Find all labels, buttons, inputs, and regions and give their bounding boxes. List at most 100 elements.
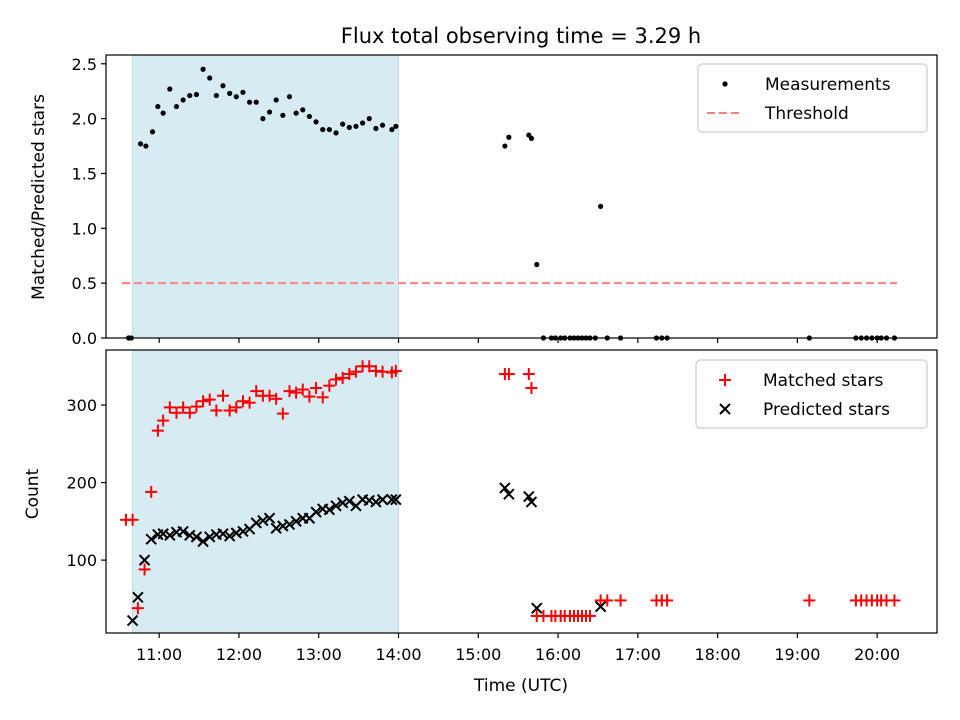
y-tick-label: 0.5 [72,274,97,293]
point-measurements [502,143,508,149]
point-matched-stars [323,379,336,392]
point-matched-stars [230,401,243,414]
point-predicted-stars [525,496,538,508]
x-tick: 13:00 [296,633,342,664]
point-measurements [207,75,213,81]
point-measurements [333,130,339,136]
point-measurements [233,94,239,100]
x-tick-label: 11:00 [136,645,182,664]
point-measurements [220,83,226,89]
point-matched-stars [263,389,276,402]
point-matched-stars [190,400,203,413]
point-predicted-stars [330,500,342,512]
point-matched-stars [363,360,376,373]
y-tick: 0.5 [72,274,106,293]
point-matched-stars [303,390,316,403]
point-measurements [389,126,395,133]
point-matched-stars [138,563,151,576]
point-measurements [137,141,144,147]
y-tick-label: 100 [66,551,97,570]
x-tick: 16:00 [535,633,581,664]
legend-marker-matched [719,374,731,386]
chart-title: Flux total observing time = 3.29 h [341,24,701,48]
point-matched-stars [601,594,614,607]
point-predicted-stars [132,591,144,604]
point-measurements [353,123,359,129]
point-measurements [180,97,186,103]
point-matched-stars [126,513,139,526]
point-matched-stars [170,406,183,419]
point-measurements [598,203,604,209]
point-measurements [160,110,166,116]
point-measurements [193,91,200,98]
point-matched-stars [330,373,343,386]
point-predicted-stars [503,488,515,500]
x-tick-label: 16:00 [535,645,581,664]
point-measurements [293,110,299,116]
point-predicted-stars [277,520,289,532]
x-tick: 11:00 [136,633,182,664]
point-predicted-stars [390,493,402,506]
point-measurements [313,119,319,125]
point-matched-stars [243,396,256,409]
point-matched-stars [310,381,323,394]
point-matched-stars [296,383,309,396]
point-measurements [273,97,279,103]
y-tick: 1.5 [72,164,106,183]
point-matched-stars [223,404,236,417]
legend-label-threshold: Threshold [764,104,849,124]
point-predicted-stars [283,518,296,531]
point-predicted-stars [217,528,229,540]
x-tick: 12:00 [216,633,262,664]
point-measurements [379,122,386,128]
point-matched-stars [343,368,356,381]
y-tick: 300 [66,396,106,415]
point-matched-stars [803,594,816,607]
point-matched-stars [525,381,538,394]
point-measurements [366,116,372,122]
point-predicted-stars [531,602,543,614]
point-matched-stars [389,364,402,377]
x-tick-label: 14:00 [375,645,421,664]
shaded-interval-bottom [132,349,400,634]
x-tick: 20:00 [854,633,900,664]
point-predicted-stars [145,533,157,545]
point-measurements [528,135,535,141]
y-tick: 2.5 [72,55,106,74]
legend-top: Measurements Threshold [697,63,928,133]
point-measurements [260,116,266,122]
point-matched-stars [197,395,210,408]
point-predicted-stars [223,530,236,542]
y-tick-label: 1.5 [72,164,97,183]
y-axis-label-bottom: Count [23,468,43,519]
point-matched-stars [163,401,176,414]
y-tick-label: 300 [66,396,97,415]
point-predicted-stars [250,517,262,529]
point-predicted-stars [257,514,269,527]
y-tick-label: 200 [66,474,97,493]
point-matched-stars [522,368,535,381]
point-measurements [149,129,156,135]
point-matched-stars [157,414,170,427]
point-predicted-stars [138,554,151,566]
point-measurements [253,99,259,105]
legend-label-predicted: Predicted stars [763,400,890,420]
point-predicted-stars [336,497,349,509]
point-measurements [227,90,233,96]
y-tick-label: 2.5 [72,55,97,74]
point-measurements [155,103,161,110]
point-measurements [173,103,180,110]
panel-ratio: 0.0 0.5 1.0 1.5 2.0 2.5 Matched/Predicted sta… [29,54,938,348]
y-tick: 1.0 [72,219,106,238]
point-matched-stars [183,406,196,419]
point-measurements [200,66,206,72]
x-tick-label: 19:00 [774,645,820,664]
point-matched-stars [888,594,901,607]
x-tick-label: 12:00 [216,645,262,664]
point-matched-stars [250,385,263,398]
point-measurements [326,126,332,133]
legend-marker-measurements [722,81,728,87]
legend-marker-predicted [719,403,731,415]
point-predicted-stars [290,515,302,528]
